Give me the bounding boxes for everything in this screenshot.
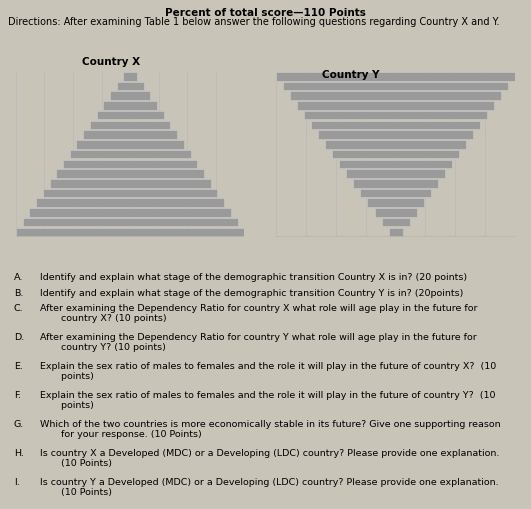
Bar: [90, 121, 170, 129]
Text: C.: C.: [14, 304, 23, 313]
Bar: [374, 208, 417, 217]
Text: Explain the sex ratio of males to females and the role it will play in the futur: Explain the sex ratio of males to female…: [40, 362, 496, 381]
Text: F.: F.: [14, 391, 21, 400]
Bar: [43, 189, 217, 197]
Text: Identify and explain what stage of the demographic transition Country Y is in? (: Identify and explain what stage of the d…: [40, 289, 464, 297]
Bar: [63, 159, 197, 168]
Bar: [339, 159, 452, 168]
Bar: [49, 179, 211, 187]
Bar: [283, 81, 508, 90]
Text: Is country X a Developed (MDC) or a Developing (LDC) country? Please provide one: Is country X a Developed (MDC) or a Deve…: [40, 449, 499, 468]
Text: Percent of total score—110 Points: Percent of total score—110 Points: [165, 8, 366, 18]
Text: Explain the sex ratio of males to females and the role it will play in the futur: Explain the sex ratio of males to female…: [40, 391, 495, 410]
Bar: [354, 179, 438, 187]
Text: Country X: Country X: [82, 57, 141, 67]
Text: Identify and explain what stage of the demographic transition Country X is in? (: Identify and explain what stage of the d…: [40, 273, 467, 282]
Text: A.: A.: [14, 273, 23, 282]
Bar: [70, 150, 191, 158]
Text: After examining the Dependency Ratio for country X what role will age play in th: After examining the Dependency Ratio for…: [40, 304, 477, 323]
Bar: [110, 92, 150, 100]
Bar: [83, 130, 177, 139]
Bar: [103, 101, 157, 110]
Bar: [123, 72, 137, 80]
Bar: [361, 189, 431, 197]
Bar: [290, 92, 501, 100]
Bar: [311, 121, 480, 129]
Text: I.: I.: [14, 478, 20, 487]
Bar: [389, 228, 402, 236]
Text: Country Y: Country Y: [322, 70, 379, 80]
Bar: [304, 111, 487, 120]
Bar: [297, 101, 494, 110]
Bar: [318, 130, 473, 139]
Bar: [76, 140, 184, 149]
Bar: [23, 218, 237, 227]
Bar: [29, 208, 231, 217]
Bar: [382, 218, 409, 227]
Bar: [16, 228, 244, 236]
Text: Directions: After examining Table 1 below answer the following questions regardi: Directions: After examining Table 1 belo…: [8, 17, 500, 27]
Text: Is country Y a Developed (MDC) or a Developing (LDC) country? Please provide one: Is country Y a Developed (MDC) or a Deve…: [40, 478, 499, 497]
Bar: [326, 140, 466, 149]
Bar: [276, 72, 515, 80]
Bar: [117, 81, 143, 90]
Bar: [36, 199, 224, 207]
Bar: [97, 111, 164, 120]
Bar: [346, 169, 445, 178]
Text: D.: D.: [14, 333, 24, 342]
Bar: [56, 169, 204, 178]
Text: Which of the two countries is more economically stable in its future? Give one s: Which of the two countries is more econo…: [40, 420, 501, 439]
Text: B.: B.: [14, 289, 23, 297]
Bar: [332, 150, 459, 158]
Text: After examining the Dependency Ratio for country Y what role will age play in th: After examining the Dependency Ratio for…: [40, 333, 477, 352]
Text: H.: H.: [14, 449, 24, 458]
Bar: [367, 199, 424, 207]
Text: G.: G.: [14, 420, 24, 429]
Text: E.: E.: [14, 362, 23, 371]
